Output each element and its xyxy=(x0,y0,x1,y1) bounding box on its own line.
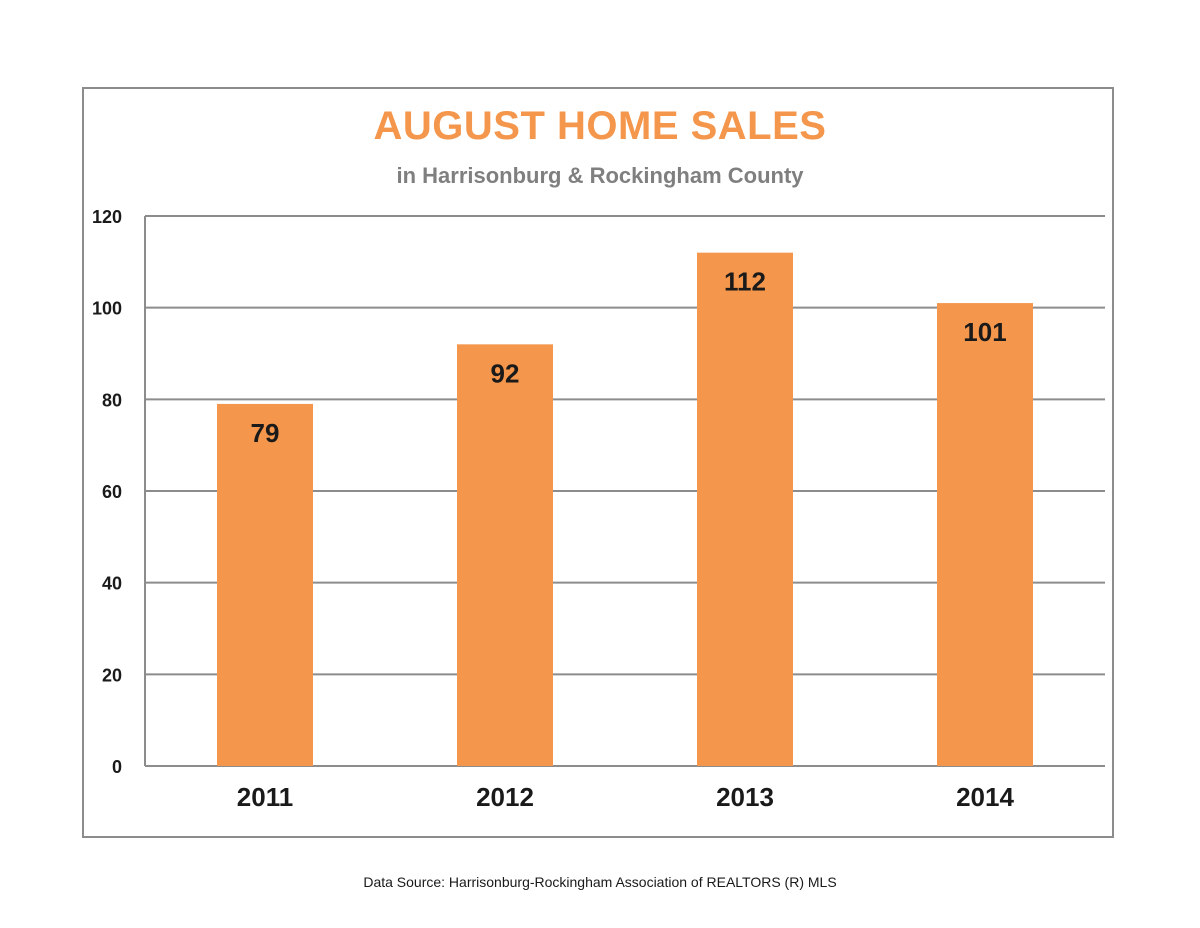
y-tick-label: 20 xyxy=(102,665,122,685)
x-tick-label-2013: 2013 xyxy=(716,782,774,812)
y-tick-label: 0 xyxy=(112,757,122,777)
y-tick-label: 80 xyxy=(102,390,122,410)
bar-2012 xyxy=(457,344,553,766)
bar-2014 xyxy=(937,303,1033,766)
data-source-note: Data Source: Harrisonburg-Rockingham Ass… xyxy=(363,874,837,890)
chart-title: AUGUST HOME SALES xyxy=(373,104,827,148)
x-tick-label-2011: 2011 xyxy=(237,782,293,812)
data-label-2012: 92 xyxy=(491,358,520,388)
chart-subtitle: in Harrisonburg & Rockingham County xyxy=(396,163,804,188)
bar-2013 xyxy=(697,252,793,766)
data-labels: 79 92 112 101 xyxy=(251,267,1007,448)
bar-2011 xyxy=(217,403,313,766)
y-tick-label: 120 xyxy=(92,207,122,227)
y-tick-label: 40 xyxy=(102,574,122,594)
data-label-2014: 101 xyxy=(963,317,1006,347)
x-axis-ticks: 2011 2012 2013 2014 xyxy=(237,782,1015,812)
data-label-2013: 112 xyxy=(724,267,766,297)
x-tick-label-2014: 2014 xyxy=(956,782,1014,812)
y-tick-label: 100 xyxy=(92,299,122,319)
y-tick-label: 60 xyxy=(102,482,122,502)
y-axis-ticks: 0 20 40 60 80 100 120 xyxy=(92,207,122,777)
bars xyxy=(217,252,1033,766)
data-label-2011: 79 xyxy=(251,418,280,448)
x-tick-label-2012: 2012 xyxy=(476,782,534,812)
